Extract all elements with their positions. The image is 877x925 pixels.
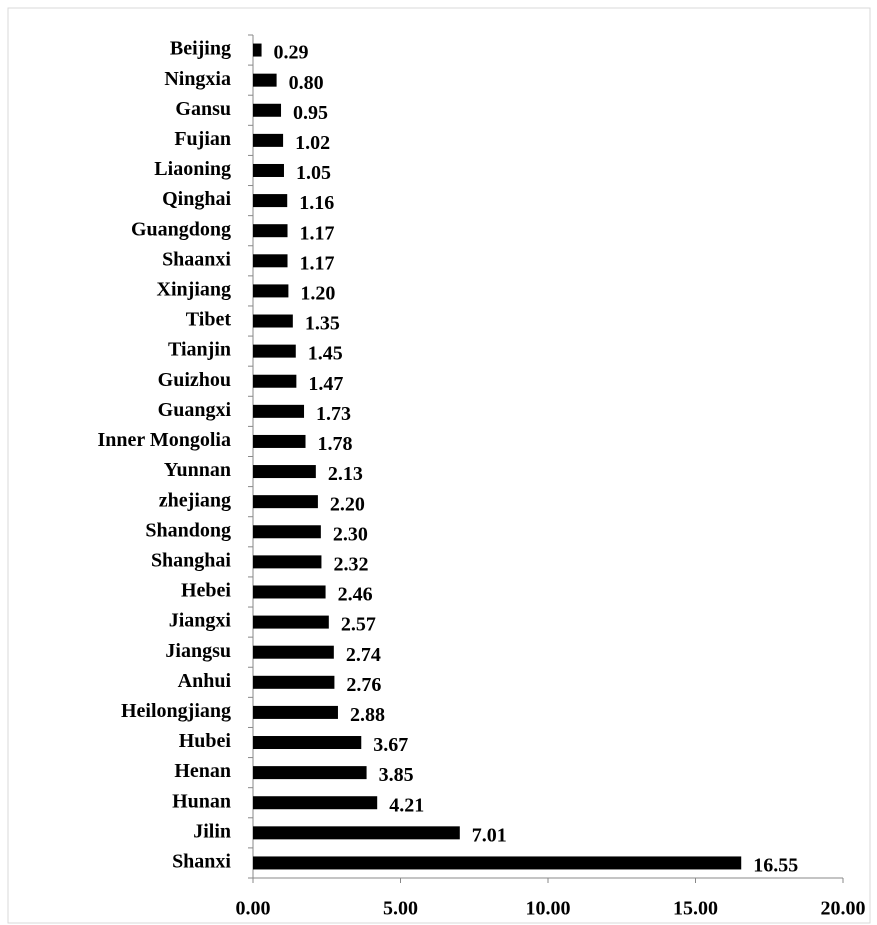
value-label: 0.95 (293, 102, 328, 124)
y-tick-label: Shaanxi (162, 248, 231, 270)
value-label: 4.21 (389, 794, 424, 816)
bar (253, 856, 742, 870)
value-label: 3.67 (373, 734, 408, 756)
chart-border (7, 7, 871, 924)
y-tick-label: Jilin (193, 820, 231, 842)
y-tick-label: Guizhou (158, 369, 231, 391)
bar (253, 254, 288, 268)
bar (253, 615, 329, 629)
bar (253, 465, 316, 479)
value-label: 2.20 (330, 493, 365, 515)
value-label: 1.17 (300, 222, 335, 244)
y-tick-label: Heilongjiang (121, 700, 231, 722)
y-tick-label: Beijing (170, 38, 231, 60)
bar (253, 585, 326, 599)
value-label: 1.73 (316, 403, 351, 425)
value-label: 1.45 (308, 343, 343, 365)
x-tick-label: 10.00 (526, 898, 571, 920)
bar (253, 826, 460, 840)
bar (253, 495, 318, 509)
x-tick-label: 5.00 (383, 898, 418, 920)
y-tick-label: Hebei (181, 580, 231, 602)
y-tick-label: Shanghai (151, 549, 231, 571)
value-label: 2.32 (333, 553, 368, 575)
bar (253, 796, 378, 810)
y-tick-label: Ningxia (164, 68, 231, 90)
bar (253, 705, 338, 719)
bar (253, 525, 321, 539)
bar (253, 224, 288, 238)
bar (253, 314, 293, 328)
bar (253, 645, 334, 659)
bar (253, 344, 296, 358)
y-tick-label: Hubei (179, 730, 232, 752)
bar (253, 374, 297, 388)
bar (253, 766, 367, 780)
bar (253, 736, 362, 750)
value-label: 0.29 (274, 42, 309, 64)
x-tick-label: 20.00 (821, 898, 866, 920)
value-label: 2.57 (341, 614, 376, 636)
y-tick-label: Liaoning (154, 158, 231, 180)
y-tick-label: Hunan (172, 790, 231, 812)
bar (253, 194, 288, 208)
bar (253, 675, 335, 689)
bar (253, 555, 322, 569)
value-label: 1.20 (300, 283, 335, 305)
y-tick-label: Fujian (174, 128, 231, 150)
bar (253, 43, 262, 57)
y-tick-label: Jiangsu (165, 640, 231, 662)
y-tick-label: Guangxi (158, 399, 232, 421)
value-label: 1.05 (296, 162, 331, 184)
x-tick-label: 0.00 (236, 898, 271, 920)
value-label: 1.16 (299, 192, 334, 214)
value-label: 16.55 (753, 855, 798, 877)
value-label: 3.85 (379, 764, 414, 786)
value-label: 2.74 (346, 644, 381, 666)
value-label: 2.30 (333, 523, 368, 545)
y-tick-label: Tianjin (168, 339, 231, 361)
value-label: 1.47 (308, 373, 343, 395)
bar (253, 133, 284, 147)
value-label: 2.76 (346, 674, 381, 696)
value-label: 1.35 (305, 313, 340, 335)
bar (253, 163, 284, 177)
y-tick-label: Xinjiang (157, 279, 231, 301)
y-tick-label: zhejiang (159, 489, 231, 511)
bar (253, 73, 277, 87)
y-tick-label: Henan (174, 760, 231, 782)
bar (253, 434, 306, 448)
bar (253, 284, 289, 298)
value-label: 2.88 (350, 704, 385, 726)
y-tick-label: Gansu (175, 98, 231, 120)
value-label: 1.78 (318, 433, 353, 455)
y-tick-label: Tibet (186, 309, 232, 331)
y-tick-label: Guangdong (131, 218, 231, 240)
y-tick-label: Jiangxi (169, 610, 232, 632)
y-tick-label: Qinghai (162, 188, 231, 210)
value-label: 0.80 (289, 72, 324, 94)
value-label: 7.01 (472, 824, 507, 846)
y-tick-label: Anhui (178, 670, 232, 692)
y-tick-label: Yunnan (164, 459, 231, 481)
y-tick-label: Inner Mongolia (97, 429, 231, 451)
y-tick-label: Shanxi (172, 851, 231, 873)
x-tick-label: 15.00 (673, 898, 718, 920)
bar (253, 404, 305, 418)
value-label: 2.13 (328, 463, 363, 485)
value-label: 2.46 (338, 584, 373, 606)
value-label: 1.17 (300, 252, 335, 274)
value-label: 1.02 (295, 132, 330, 154)
y-tick-label: Shandong (145, 519, 231, 541)
bar (253, 103, 282, 117)
